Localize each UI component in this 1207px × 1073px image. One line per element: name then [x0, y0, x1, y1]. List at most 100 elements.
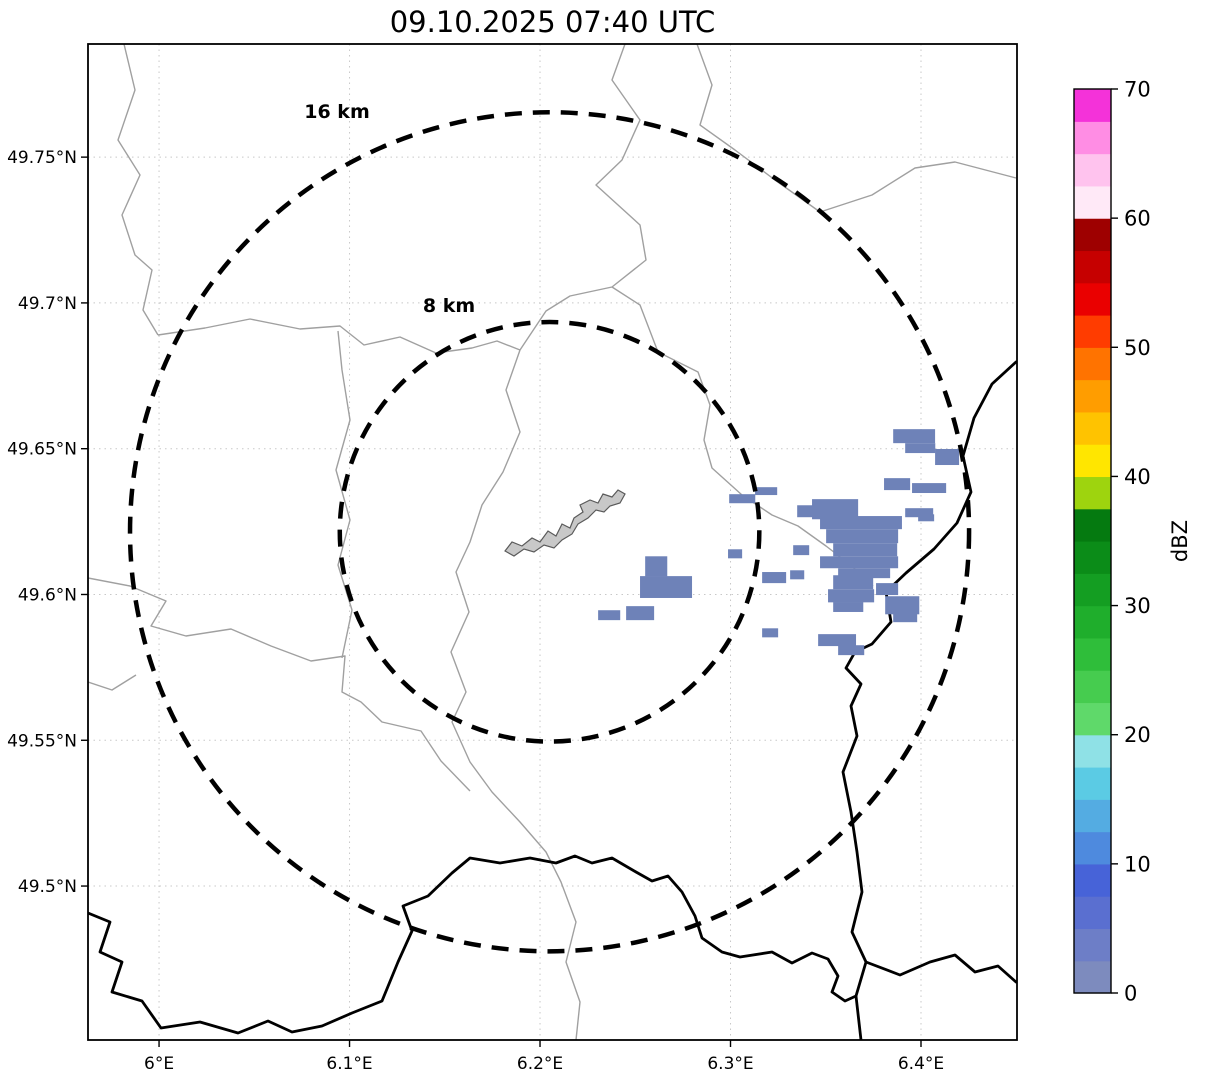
- y-tick-label: 49.5°N: [18, 877, 77, 897]
- grid-lines: [88, 44, 1017, 1040]
- country-border-line: [88, 854, 858, 1035]
- range-rings: [127, 110, 972, 954]
- colorbar-segment: [1074, 250, 1111, 284]
- colorbar-tick-label: 40: [1124, 465, 1151, 489]
- colorbar-segment: [1074, 863, 1111, 897]
- airport-area: [504, 489, 626, 557]
- axis-ticks: [81, 156, 922, 1047]
- colorbar-segment: [1074, 702, 1111, 736]
- colorbar: [1073, 88, 1112, 994]
- radar-echo-cell: [884, 478, 911, 491]
- colorbar-segment: [1074, 185, 1111, 219]
- colorbar-ticks: 0 10 20 30 40 50 60 70: [1111, 78, 1151, 1006]
- colorbar-segment: [1074, 637, 1111, 671]
- colorbar-segment: [1074, 347, 1111, 381]
- radar-echo-cell: [905, 443, 936, 454]
- colorbar-segment: [1074, 121, 1111, 155]
- colorbar-segment: [1074, 476, 1111, 510]
- minor-boundary-line: [157, 318, 521, 354]
- colorbar-segment: [1074, 960, 1111, 994]
- colorbar-segment: [1074, 508, 1111, 542]
- range-ring-label: 16 km: [304, 101, 370, 123]
- colorbar-segment: [1074, 928, 1111, 962]
- radar-echo-cell: [762, 628, 779, 638]
- colorbar-tick-label: 70: [1124, 78, 1151, 102]
- x-tick-label: 6.4°E: [898, 1054, 944, 1073]
- y-tick-label: 49.65°N: [7, 440, 77, 460]
- radar-echo-cell: [790, 570, 805, 580]
- x-tick-label: 6.2°E: [517, 1054, 563, 1073]
- map-layers: [88, 44, 1017, 1040]
- radar-echo-cell: [640, 576, 693, 598]
- radar-echo-cell: [626, 606, 655, 621]
- radar-echo-cell: [893, 612, 918, 623]
- colorbar-segment: [1074, 379, 1111, 413]
- plot-frame: [87, 43, 1018, 1041]
- radar-echo-cell: [828, 589, 875, 603]
- y-tick-label: 49.75°N: [7, 148, 77, 168]
- radar-echo-cell: [728, 549, 743, 559]
- radar-echo-cell: [645, 556, 668, 577]
- radar-echo-cell: [876, 583, 899, 596]
- minor-boundary-line: [696, 44, 1017, 213]
- minor-boundary-line: [450, 44, 647, 1040]
- radar-echo-cell: [826, 529, 899, 544]
- radar-echo-cell: [729, 494, 756, 504]
- colorbar-segment: [1074, 411, 1111, 445]
- radar-echo-cell: [820, 556, 899, 569]
- colorbar-segment: [1074, 315, 1111, 348]
- colorbar-segment: [1074, 605, 1111, 639]
- colorbar-segment: [1074, 444, 1111, 478]
- radar-echo-cell: [818, 634, 857, 647]
- colorbar-tick-label: 20: [1124, 723, 1151, 747]
- radar-echo-cell: [935, 448, 960, 466]
- x-tick-label: 6.1°E: [326, 1054, 372, 1073]
- minor-boundary-line: [88, 674, 137, 691]
- x-tick-label: 6°E: [144, 1054, 174, 1073]
- radar-echo-cell: [912, 483, 947, 494]
- radar-echo-cell: [797, 505, 814, 518]
- radar-echo-cell: [893, 429, 936, 444]
- colorbar-tick-label: 0: [1124, 982, 1137, 1006]
- minor-boundary-line: [335, 330, 353, 659]
- radar-echo-cell: [833, 543, 898, 557]
- radar-echo-cell: [918, 514, 935, 522]
- radar-echo-cell: [838, 645, 865, 656]
- radar-echoes: [598, 429, 960, 656]
- colorbar-segment: [1074, 896, 1111, 930]
- radar-echo-cell: [885, 596, 920, 615]
- colorbar-segment: [1074, 89, 1111, 122]
- colorbar-segment: [1074, 541, 1111, 574]
- x-tick-label: 6.3°E: [707, 1054, 753, 1073]
- country-border-line: [864, 953, 1017, 984]
- colorbar-tick-label: 60: [1124, 207, 1151, 231]
- radar-echo-cell: [793, 545, 810, 556]
- range-ring-label: 8 km: [423, 295, 475, 317]
- colorbar-segment: [1074, 218, 1111, 252]
- colorbar-tick-label: 30: [1124, 594, 1151, 618]
- country-border-line: [841, 360, 1017, 1040]
- radar-echo-cell: [833, 575, 874, 590]
- y-tick-label: 49.6°N: [18, 585, 77, 605]
- colorbar-segment: [1074, 670, 1111, 704]
- range-ring-8km: [337, 319, 762, 744]
- colorbar-segment: [1074, 734, 1111, 768]
- radar-echo-cell: [812, 499, 859, 520]
- chart-title: 09.10.2025 07:40 UTC: [389, 5, 716, 39]
- colorbar-segment: [1074, 767, 1111, 800]
- colorbar-segment: [1074, 153, 1111, 187]
- colorbar-segment: [1074, 799, 1111, 833]
- axis-tick-labels: 6°E 6.1°E 6.2°E 6.3°E 6.4°E 49.75°N 49.7°N 49.6…: [7, 148, 944, 1073]
- colorbar-tick-label: 10: [1124, 852, 1151, 876]
- radar-echo-cell: [755, 487, 778, 496]
- colorbar-segment: [1074, 282, 1111, 316]
- radar-echo-cell: [762, 572, 787, 584]
- colorbar-outline: [1073, 88, 1112, 994]
- colorbar-segment: [1074, 831, 1111, 865]
- colorbar-label: dBZ: [1168, 520, 1192, 562]
- colorbar-tick-label: 50: [1124, 336, 1151, 360]
- range-ring-16km: [127, 110, 972, 954]
- y-tick-label: 49.55°N: [7, 731, 77, 751]
